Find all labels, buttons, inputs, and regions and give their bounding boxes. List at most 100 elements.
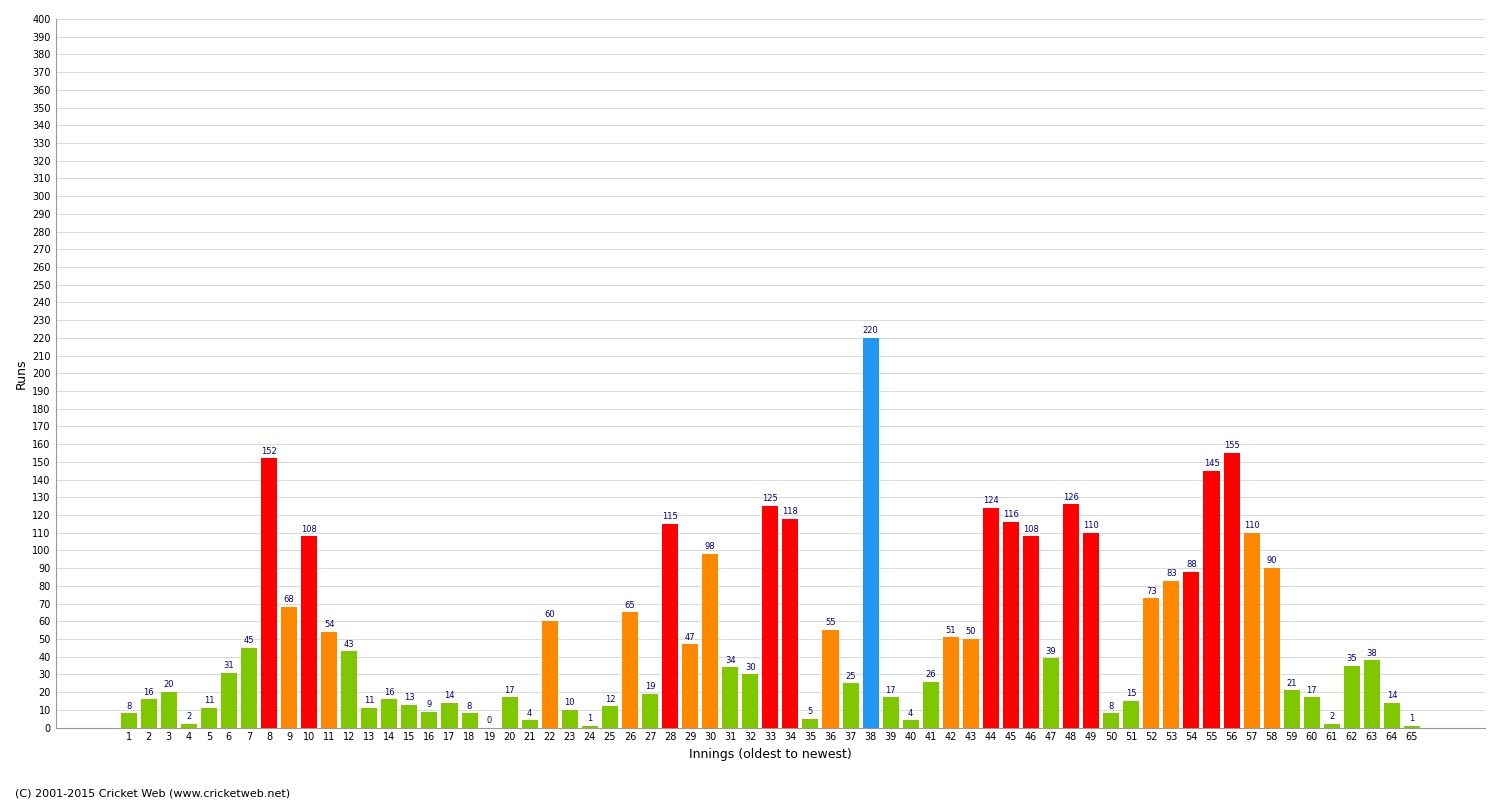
Text: 98: 98 (705, 542, 716, 551)
Bar (1284, 690, 1299, 727)
Bar (1244, 533, 1260, 727)
Text: 2: 2 (1329, 712, 1335, 722)
Text: 65: 65 (624, 601, 636, 610)
Text: 5: 5 (808, 707, 813, 716)
Bar (1143, 598, 1160, 727)
Bar (1004, 522, 1019, 727)
Bar (1124, 701, 1140, 727)
Text: 2: 2 (186, 712, 192, 722)
Text: 50: 50 (966, 627, 976, 636)
Text: 152: 152 (261, 446, 278, 456)
Text: 125: 125 (762, 494, 778, 503)
Bar (783, 518, 798, 727)
Bar (120, 714, 136, 727)
Text: 20: 20 (164, 681, 174, 690)
Text: 34: 34 (724, 656, 735, 665)
Text: 51: 51 (945, 626, 956, 634)
Text: 25: 25 (846, 672, 856, 681)
Text: 108: 108 (1023, 525, 1040, 534)
Text: 8: 8 (1108, 702, 1114, 710)
Text: 68: 68 (284, 595, 294, 605)
Bar (1184, 572, 1200, 727)
Text: 4: 4 (526, 709, 532, 718)
Text: 11: 11 (364, 697, 375, 706)
Bar (1042, 658, 1059, 727)
Text: 17: 17 (885, 686, 896, 695)
Text: 8: 8 (126, 702, 132, 710)
Bar (582, 726, 598, 727)
Text: 30: 30 (746, 662, 756, 672)
Text: 110: 110 (1083, 521, 1100, 530)
Text: 126: 126 (1064, 493, 1078, 502)
Bar (242, 648, 256, 727)
Bar (722, 667, 738, 727)
Y-axis label: Runs: Runs (15, 358, 28, 389)
Text: 1: 1 (586, 714, 592, 723)
Text: 45: 45 (243, 636, 254, 646)
Bar (381, 699, 398, 727)
Text: 11: 11 (204, 697, 214, 706)
Text: 1: 1 (1410, 714, 1414, 723)
Bar (1224, 453, 1239, 727)
Bar (1064, 504, 1078, 727)
Bar (862, 338, 879, 727)
Bar (944, 638, 958, 727)
Bar (201, 708, 217, 727)
Text: 124: 124 (982, 496, 999, 506)
Text: 26: 26 (926, 670, 936, 679)
Bar (882, 698, 898, 727)
Text: 10: 10 (564, 698, 574, 707)
Bar (662, 524, 678, 727)
Bar (182, 724, 196, 727)
Bar (220, 673, 237, 727)
Bar (280, 607, 297, 727)
Bar (441, 702, 458, 727)
Text: 54: 54 (324, 620, 334, 630)
Text: 39: 39 (1046, 647, 1056, 656)
Text: 115: 115 (662, 512, 678, 522)
Text: 14: 14 (1386, 691, 1396, 700)
Bar (1164, 581, 1179, 727)
Bar (1023, 536, 1040, 727)
Bar (1404, 726, 1420, 727)
Bar (1304, 698, 1320, 727)
Text: 73: 73 (1146, 586, 1156, 596)
Bar (622, 613, 638, 727)
Text: 108: 108 (302, 525, 316, 534)
Text: 17: 17 (504, 686, 515, 695)
Bar (602, 706, 618, 727)
Bar (261, 458, 278, 727)
Bar (160, 692, 177, 727)
Bar (562, 710, 578, 727)
Text: 31: 31 (224, 661, 234, 670)
Bar (903, 721, 918, 727)
Text: 9: 9 (427, 700, 432, 709)
Bar (822, 630, 839, 727)
Text: 60: 60 (544, 610, 555, 618)
Bar (742, 674, 759, 727)
Text: 38: 38 (1366, 649, 1377, 658)
Text: 16: 16 (144, 687, 154, 697)
X-axis label: Innings (oldest to newest): Innings (oldest to newest) (688, 748, 852, 761)
Bar (843, 683, 858, 727)
Text: 88: 88 (1186, 560, 1197, 569)
Text: 43: 43 (344, 640, 354, 649)
Text: 21: 21 (1287, 678, 1298, 688)
Bar (321, 632, 338, 727)
Bar (422, 712, 438, 727)
Text: 90: 90 (1266, 557, 1276, 566)
Bar (1263, 568, 1280, 727)
Bar (762, 506, 778, 727)
Bar (1344, 666, 1360, 727)
Bar (1384, 702, 1400, 727)
Text: 35: 35 (1347, 654, 1358, 663)
Bar (642, 694, 658, 727)
Text: 220: 220 (862, 326, 879, 335)
Text: 155: 155 (1224, 442, 1239, 450)
Bar (522, 721, 537, 727)
Text: 83: 83 (1166, 569, 1178, 578)
Text: 17: 17 (1306, 686, 1317, 695)
Bar (922, 682, 939, 727)
Bar (963, 639, 980, 727)
Bar (1203, 470, 1219, 727)
